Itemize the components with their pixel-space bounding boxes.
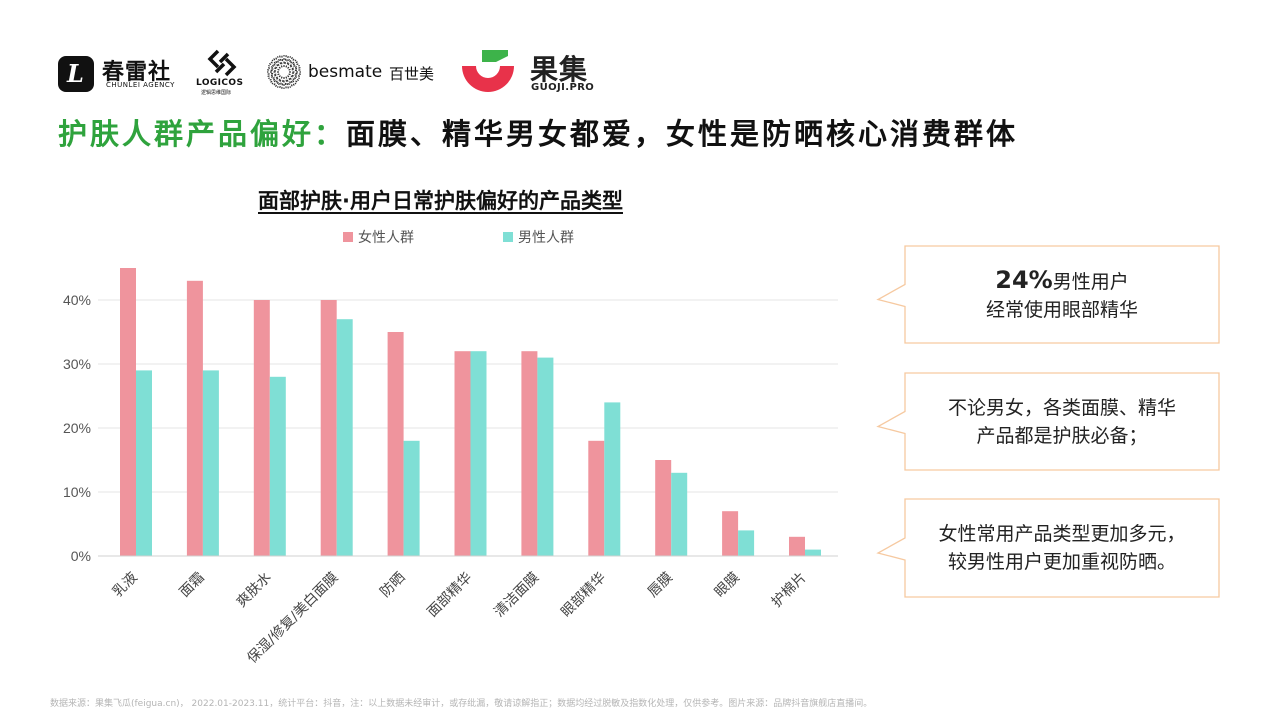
logicos-logo: LOGICOS 逻辑思维国际: [196, 48, 248, 96]
callout-frame: [876, 372, 1220, 471]
bar-male: [604, 402, 621, 556]
bar-female: [789, 536, 805, 556]
bar-male: [805, 549, 821, 556]
page-headline: 护肤人群产品偏好：面膜、精华男女都爱，女性是防晒核心消费群体: [58, 111, 1018, 153]
bar-male: [336, 319, 353, 556]
bar-female: [655, 460, 672, 556]
x-tick-label: 爽肤水: [234, 570, 275, 611]
legend-swatch: [503, 232, 513, 242]
chunlei-mark: L: [58, 56, 94, 92]
guoji-mark-icon: [462, 50, 514, 92]
guoji-logo: 果集 GUOJI.PRO: [456, 46, 596, 96]
callout-3-line1: 女性常用产品类型更加多元，: [938, 523, 1186, 545]
bar-male: [671, 472, 688, 556]
callout-2-line2: 产品都是护肤必备；: [976, 424, 1148, 447]
chunlei-logo: L 春雷社 CHUNLEI AGENCY: [58, 54, 188, 94]
bar-female: [588, 440, 605, 556]
x-tick-label: 唇膜: [645, 570, 676, 601]
bar-female: [387, 332, 404, 556]
bar-chart: 0%10%20%30%40%女性人群 男性人群乳液 面霜 爽肤水保湿/修复/美白面膜防…: [63, 229, 838, 667]
x-tick-label: 防晒: [377, 570, 408, 601]
guoji-sub: GUOJI.PRO: [531, 82, 595, 93]
logicos-sub: 逻辑思维国际: [201, 90, 232, 96]
bar-female: [454, 351, 471, 556]
bar-female: [120, 268, 136, 556]
x-tick-label: 面霜: [177, 570, 208, 601]
chunlei-name: 春雷社: [102, 59, 172, 85]
callout-frame: [876, 245, 1220, 344]
y-tick-label: 10%: [63, 484, 91, 500]
bar-female: [320, 300, 337, 556]
headline-lead: 护肤人群产品偏好：: [58, 117, 347, 151]
chart-title: 面部护肤·用户日常护肤偏好的产品类型: [258, 189, 623, 213]
headline-rest: 面膜、精华男女都爱，女性是防晒核心消费群体: [346, 117, 1019, 151]
y-tick-label: 20%: [63, 420, 91, 436]
y-tick-label: 30%: [63, 356, 91, 372]
bar-female: [186, 280, 203, 556]
callout-male-eye-essence: 24%男性用户 经常使用眼部精华: [876, 245, 1220, 344]
x-tick-label: 护棉片: [768, 569, 810, 611]
legend-label: 男性人群: [518, 230, 574, 246]
x-tick-label: 乳液: [110, 570, 141, 601]
besmate-burst-icon: [267, 55, 301, 89]
callout-frame: [876, 498, 1220, 598]
callout-female-sunscreen: 女性常用产品类型更加多元， 较男性用户更加重视防晒。: [876, 498, 1220, 598]
besmate-name: besmate: [308, 62, 383, 82]
bar-female: [253, 300, 270, 556]
bar-male: [470, 351, 487, 556]
bar-male: [269, 376, 286, 556]
bar-female: [521, 351, 538, 556]
bar-male: [537, 357, 554, 556]
besmate-logo: besmate 百世美: [264, 52, 454, 92]
y-tick-label: 0%: [71, 548, 91, 564]
bar-male: [403, 440, 420, 556]
bar-female: [722, 511, 739, 556]
y-tick-label: 40%: [63, 292, 91, 308]
callout-3-line2: 较男性用户更加重视防晒。: [947, 551, 1176, 573]
bar-male: [738, 530, 755, 556]
logicos-name: LOGICOS: [196, 78, 244, 88]
callout-1-line1: 男性用户: [1052, 270, 1129, 293]
x-tick-label: 面部精华: [424, 570, 475, 621]
chunlei-sub: CHUNLEI AGENCY: [106, 81, 175, 89]
legend-swatch: [343, 232, 353, 242]
besmate-cn-name: 百世美: [389, 65, 435, 83]
guoji-name: 果集: [530, 53, 589, 86]
legend-label: 女性人群: [358, 229, 414, 246]
bar-male: [136, 370, 152, 556]
callout-1-line2: 经常使用眼部精华: [985, 298, 1138, 321]
callout-highlight: 24%: [995, 265, 1053, 294]
x-tick-label: 眼部精华: [558, 570, 609, 621]
callout-2-line1: 不论男女，各类面膜、精华: [947, 396, 1176, 419]
x-tick-label: 清洁面膜: [491, 570, 542, 621]
bar-male: [202, 370, 219, 556]
callout-masks-essence: 不论男女，各类面膜、精华 产品都是护肤必备；: [876, 372, 1220, 471]
logicos-mark-icon: [207, 49, 237, 77]
x-tick-label: 眼膜: [712, 570, 743, 601]
data-source-note: 数据来源：果集飞瓜(feigua.cn)， 2022.01-2023.11，统计…: [50, 699, 873, 709]
